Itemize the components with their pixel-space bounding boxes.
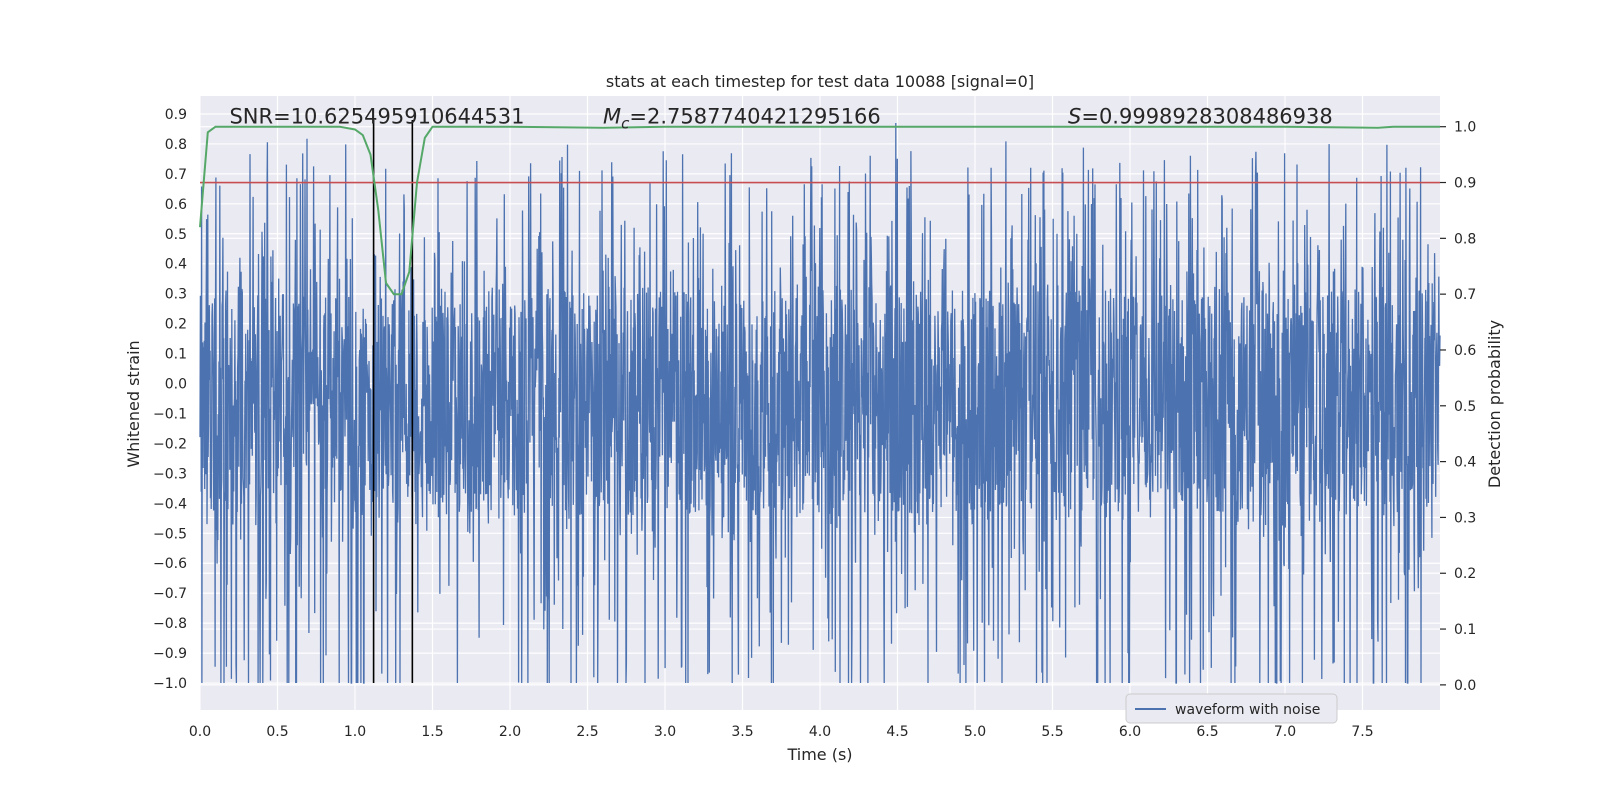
x-tick-label: 4.0: [809, 724, 831, 740]
right-tick-label: 0.6: [1454, 343, 1476, 359]
right-tick-label: 0.8: [1454, 231, 1476, 247]
left-tick-label: −0.5: [153, 526, 187, 542]
significance-annotation: S=0.9998928308486938: [1068, 104, 1333, 128]
legend: waveform with noise: [1125, 693, 1338, 724]
left-tick-label: 0.8: [165, 137, 187, 153]
left-tick-label: −0.7: [153, 586, 187, 602]
right-tick-label: 0.7: [1454, 287, 1476, 303]
x-tick-label: 0.0: [189, 724, 211, 740]
left-tick-label: −0.9: [153, 646, 187, 662]
left-tick-label: 0.1: [165, 347, 187, 363]
left-tick-label: −1.0: [153, 676, 187, 692]
left-tick-label: −0.1: [153, 406, 187, 422]
x-axis-label: Time (s): [786, 745, 852, 764]
left-axis-label: Whitened strain: [124, 340, 143, 467]
right-tick-label: 1.0: [1454, 120, 1476, 136]
left-tick-label: 0.0: [165, 377, 187, 393]
left-tick-label: 0.2: [165, 317, 187, 333]
x-tick-label: 3.5: [731, 724, 753, 740]
right-tick-label: 0.1: [1454, 622, 1476, 638]
left-tick-label: 0.5: [165, 227, 187, 243]
waveform-line: [199, 122, 1441, 684]
left-tick-label: −0.4: [153, 496, 187, 512]
right-axis-ticks: 1.0 0.9 0.8 0.7 0.6 0.5 0.4 0.3 0.2 0.1 0.0: [1440, 120, 1476, 694]
x-tick-label: 7.5: [1351, 724, 1373, 740]
x-tick-label: 2.5: [576, 724, 598, 740]
significance-symbol: S: [1068, 104, 1081, 128]
legend-box: [1125, 693, 1338, 724]
legend-label: waveform with noise: [1175, 702, 1320, 718]
x-tick-label: 6.0: [1119, 724, 1141, 740]
right-tick-label: 0.9: [1454, 176, 1476, 192]
right-tick-label: 0.2: [1454, 566, 1476, 582]
x-tick-label: 1.5: [421, 724, 443, 740]
x-tick-label: 5.0: [964, 724, 986, 740]
chirp-mass-value: =2.7587740421295166: [629, 104, 880, 128]
left-tick-label: 0.9: [165, 107, 187, 123]
left-tick-label: −0.6: [153, 556, 187, 572]
x-tick-label: 1.0: [344, 724, 366, 740]
chirp-mass-symbol: M: [603, 104, 621, 128]
right-tick-label: 0.4: [1454, 455, 1476, 471]
x-tick-label: 7.0: [1274, 724, 1296, 740]
x-tick-label: 6.5: [1196, 724, 1218, 740]
significance-value: =0.9998928308486938: [1081, 104, 1332, 128]
left-tick-label: −0.8: [153, 616, 187, 632]
x-tick-label: 0.5: [266, 724, 288, 740]
left-tick-label: 0.7: [165, 167, 187, 183]
snr-annotation: SNR=10.625495910644531: [229, 104, 524, 128]
x-tick-label: 3.0: [654, 724, 676, 740]
x-tick-label: 5.5: [1041, 724, 1063, 740]
left-tick-label: 0.3: [165, 287, 187, 303]
right-axis-label: Detection probability: [1485, 320, 1504, 488]
chirp-mass-annotation: Mc=2.7587740421295166: [603, 104, 881, 132]
left-tick-label: −0.3: [153, 466, 187, 482]
x-axis-ticks: 0.0 0.5 1.0 1.5 2.0 2.5 3.0 3.5 4.0 4.5 5.0 5.5 6.0 6…: [189, 724, 1374, 740]
detection-window-lines: [372, 119, 414, 684]
left-tick-label: −0.2: [153, 436, 187, 452]
chirp-mass-subscript: c: [621, 114, 630, 132]
x-tick-label: 4.5: [886, 724, 908, 740]
x-tick-label: 2.0: [499, 724, 521, 740]
detection-probability-line: [199, 125, 1440, 296]
chart-title: stats at each timestep for test data 100…: [606, 72, 1034, 91]
left-tick-label: 0.6: [165, 197, 187, 213]
right-tick-label: 0.0: [1454, 678, 1476, 694]
left-axis-ticks: 0.9 0.8 0.7 0.6 0.5 0.4 0.3 0.2 0.1 0.0 −0.1 −0.2 −0…: [153, 107, 187, 692]
right-tick-label: 0.5: [1454, 399, 1476, 415]
right-tick-label: 0.3: [1454, 510, 1476, 526]
left-tick-label: 0.4: [165, 257, 187, 273]
